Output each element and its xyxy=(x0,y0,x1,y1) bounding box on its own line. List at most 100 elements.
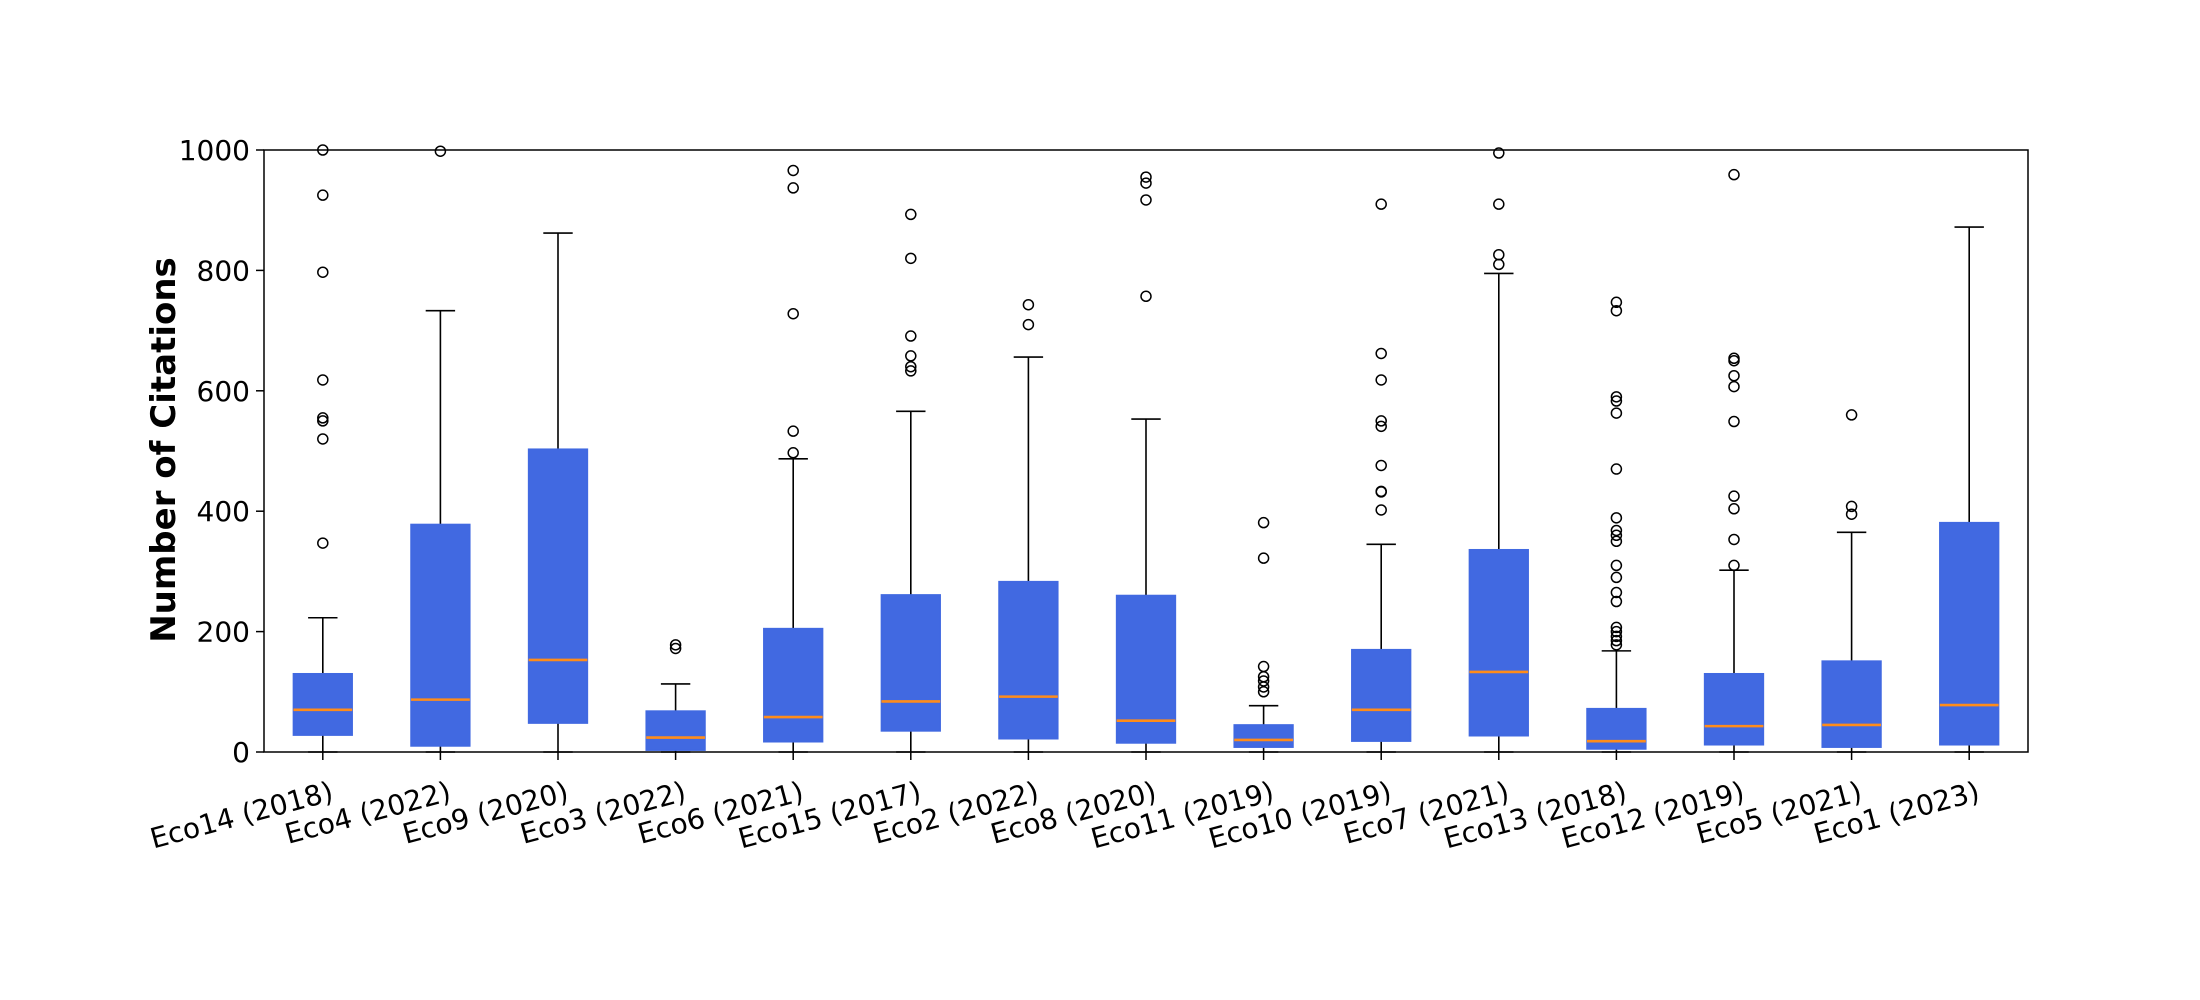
box-iqr xyxy=(1468,548,1529,737)
outlier-point xyxy=(317,266,329,278)
box-iqr xyxy=(1115,594,1177,744)
outlier-point xyxy=(1610,407,1623,419)
outlier-point xyxy=(669,639,682,651)
outlier-point xyxy=(1022,298,1035,311)
outlier-point xyxy=(1493,258,1505,271)
outlier-point xyxy=(1728,380,1740,393)
box-group xyxy=(1703,168,1765,753)
outlier-point xyxy=(1610,625,1623,638)
box-group xyxy=(645,639,706,753)
box-iqr xyxy=(1821,660,1882,748)
box-group xyxy=(1821,409,1882,753)
outlier-point xyxy=(669,642,682,655)
y-tick-label: 800 xyxy=(197,254,250,287)
outlier-point xyxy=(317,189,329,201)
box-group xyxy=(292,144,353,753)
outlier-point xyxy=(1375,415,1387,427)
outlier-point xyxy=(1375,485,1387,498)
outlier-point xyxy=(317,433,329,445)
outlier-point xyxy=(1610,391,1623,403)
outlier-point xyxy=(905,252,917,265)
outlier-point xyxy=(1375,198,1387,210)
outlier-point xyxy=(434,145,447,157)
outlier-point xyxy=(1728,559,1740,572)
outlier-point xyxy=(1610,395,1623,407)
outlier-point xyxy=(1610,559,1623,572)
outlier-point xyxy=(1610,595,1623,608)
box-group xyxy=(1939,226,2000,753)
box-iqr xyxy=(527,448,589,724)
outlier-point xyxy=(1728,168,1740,181)
box-group xyxy=(1233,516,1294,753)
outlier-point xyxy=(317,537,329,549)
outlier-point xyxy=(317,415,329,427)
outlier-point xyxy=(1140,194,1152,206)
outlier-point xyxy=(905,330,917,342)
box-group xyxy=(527,232,589,753)
y-tick-label: 600 xyxy=(197,375,250,408)
box-group xyxy=(880,208,941,753)
outlier-point xyxy=(1728,415,1740,428)
box-iqr xyxy=(1233,724,1294,748)
outlier-point xyxy=(787,164,799,177)
box-group xyxy=(1586,296,1647,753)
box-iqr xyxy=(998,580,1059,740)
outlier-point xyxy=(1375,504,1387,516)
outlier-point xyxy=(787,182,799,194)
box-group xyxy=(1351,198,1412,753)
outlier-point xyxy=(1610,463,1623,475)
outlier-point xyxy=(1728,490,1740,502)
outlier-point xyxy=(1845,508,1858,520)
outlier-point xyxy=(905,360,917,373)
outlier-point xyxy=(905,350,917,362)
outlier-point xyxy=(1140,290,1152,303)
outlier-point xyxy=(1610,296,1623,309)
outlier-point xyxy=(787,425,799,437)
outlier-point xyxy=(1140,171,1152,183)
outlier-point xyxy=(1493,147,1505,159)
outlier-point xyxy=(317,412,329,424)
box-iqr xyxy=(1586,707,1647,750)
outlier-point xyxy=(905,365,917,377)
outlier-point xyxy=(787,447,799,459)
outlier-point xyxy=(1728,503,1740,515)
outlier-point xyxy=(317,374,329,386)
outlier-point xyxy=(1610,634,1623,647)
outlier-point xyxy=(1375,459,1387,472)
box-iqr xyxy=(1351,648,1412,742)
outlier-point xyxy=(1375,347,1387,360)
outlier-point xyxy=(1728,370,1740,382)
box-group xyxy=(1115,171,1177,753)
outlier-point xyxy=(1257,552,1270,564)
y-axis: 0 200 400 600 800 1000 xyxy=(179,134,264,769)
box-iqr xyxy=(880,594,941,732)
outlier-point xyxy=(1610,639,1623,651)
box-group xyxy=(1468,147,1529,753)
box-group xyxy=(410,145,471,753)
y-tick-label: 1000 xyxy=(179,134,250,167)
outlier-point xyxy=(1610,529,1623,542)
outlier-point xyxy=(1257,660,1270,673)
outlier-point xyxy=(1845,409,1858,421)
y-tick-label: 200 xyxy=(197,616,250,649)
outlier-point xyxy=(1257,675,1270,687)
outlier-point xyxy=(1610,524,1623,537)
outlier-point xyxy=(1140,177,1152,189)
outlier-point xyxy=(1610,586,1623,599)
y-tick-label: 0 xyxy=(232,736,250,769)
plot-area xyxy=(263,144,2029,753)
outlier-point xyxy=(1728,533,1740,546)
box-group xyxy=(998,298,1059,753)
outlier-point xyxy=(1493,198,1505,210)
outlier-point xyxy=(787,307,799,320)
x-axis: Eco14 (2018)Eco4 (2022)Eco9 (2020)Eco3 (… xyxy=(147,752,1983,855)
outlier-point xyxy=(1493,248,1505,261)
outlier-point xyxy=(1610,630,1623,643)
box-iqr xyxy=(1939,521,2000,746)
box-iqr xyxy=(763,627,824,743)
box-iqr xyxy=(645,710,706,751)
outlier-point xyxy=(1257,686,1270,698)
outlier-point xyxy=(1375,374,1387,386)
outlier-point xyxy=(1610,621,1623,634)
